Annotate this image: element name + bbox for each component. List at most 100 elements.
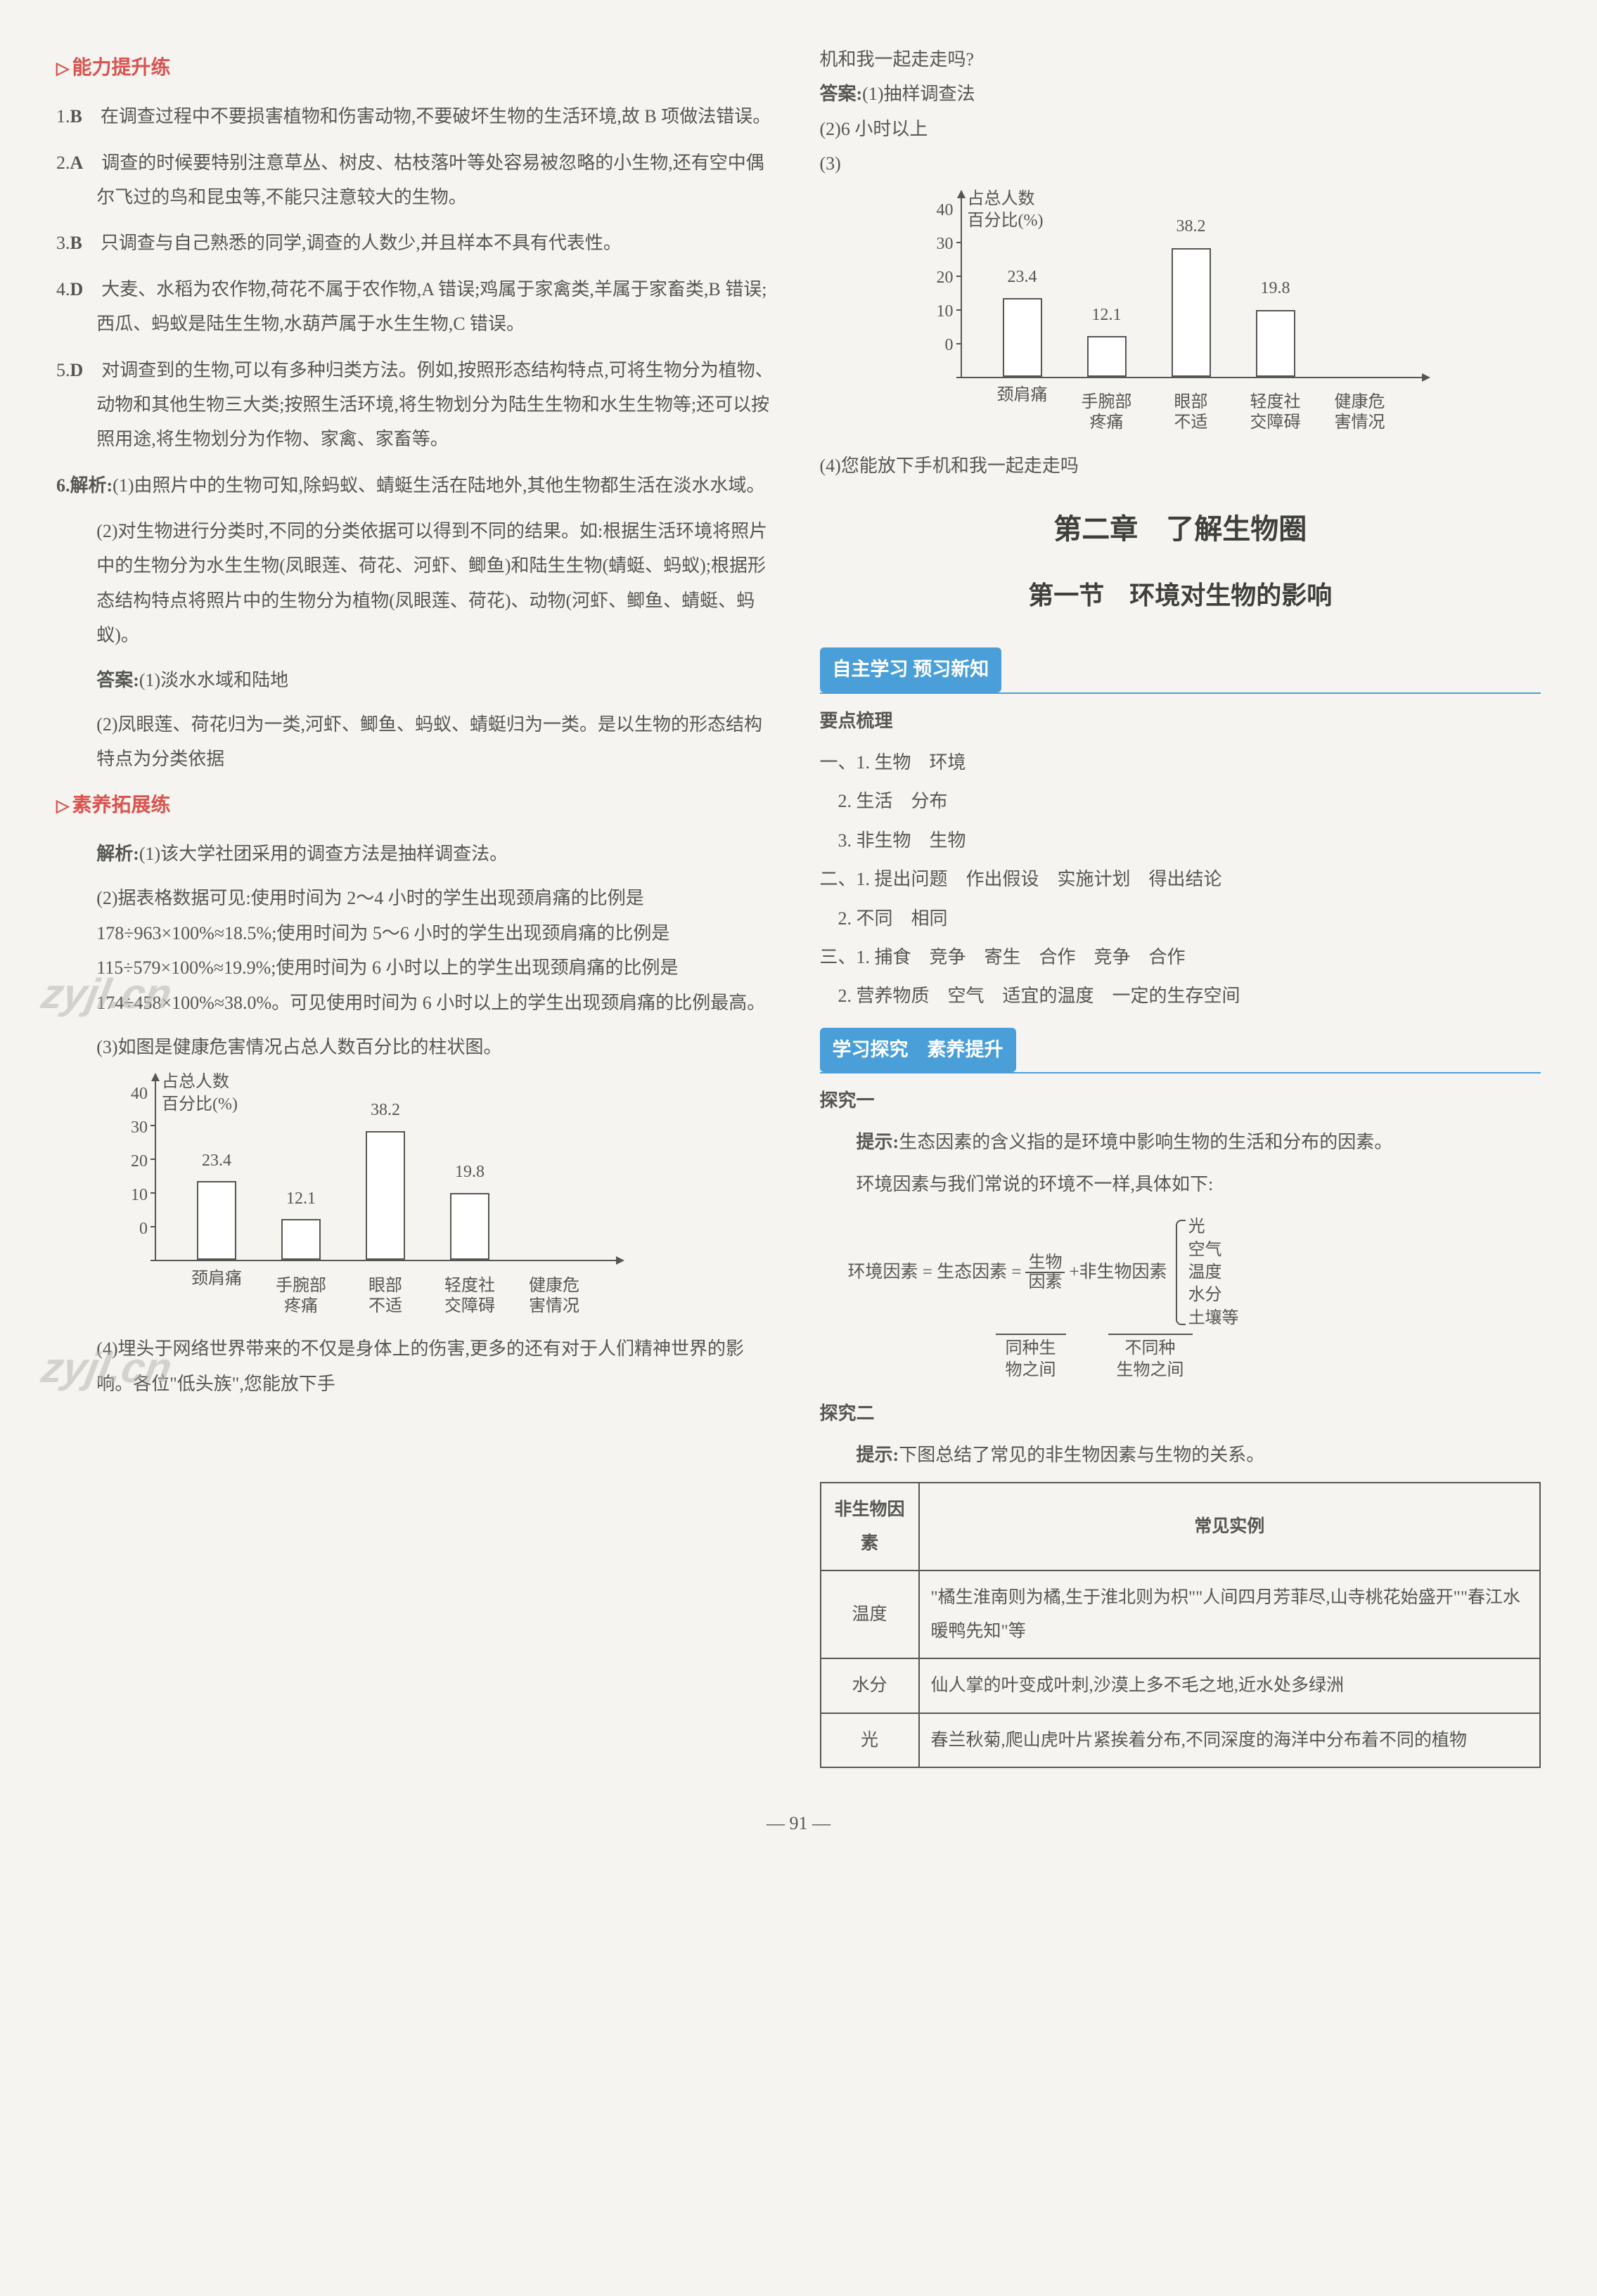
td-factor: 水分 bbox=[821, 1658, 919, 1713]
exp1-tip-text: 生态因素的含义指的是环境中影响生物的生活和分布的因素。 bbox=[899, 1132, 1392, 1152]
y-tick bbox=[956, 276, 962, 277]
item-text: 对调查到的生物,可以有多种归类方法。例如,按照形态结构特点,可将生物分为植物、动… bbox=[96, 360, 774, 450]
right-column: 机和我一起走走吗? 答案:(1)抽样调查法 (2)6 小时以上 (3) 占总人数… bbox=[820, 42, 1541, 1778]
y-label-10: 10 bbox=[113, 1180, 148, 1212]
item-2: 2.A 调查的时候要特别注意草丛、树皮、枯枝落叶等处容易被忽略的小生物,还有空中… bbox=[56, 146, 778, 215]
item-text: 只调查与自己熟悉的同学,调查的人数少,并且样本不具有代表性。 bbox=[101, 233, 622, 253]
bar-3 bbox=[1172, 248, 1211, 377]
lit-head: 解析: bbox=[96, 844, 139, 864]
y-label-0: 0 bbox=[113, 1213, 148, 1246]
ans1: (1)抽样调查法 bbox=[862, 84, 975, 104]
exp2-tip: 提示:下图总结了常见的非生物因素与生物的关系。 bbox=[820, 1438, 1541, 1472]
bar-1 bbox=[1003, 298, 1042, 377]
x-axis bbox=[155, 1260, 619, 1261]
page-root: 能力提升练 1.B 在调查过程中不要损害植物和伤害动物,不要破坏生物的生活环境,… bbox=[56, 42, 1541, 1778]
lit-4-text: (4)埋头于网络世界带来的不仅是身体上的伤害,更多的还有对于人们精神世界的影响。… bbox=[96, 1339, 744, 1393]
item-num: 3. bbox=[56, 233, 70, 253]
formula-plus: +非生物因素 bbox=[1069, 1258, 1167, 1286]
y-label-30: 30 bbox=[113, 1112, 148, 1144]
th-factor: 非生物因素 bbox=[821, 1483, 919, 1571]
ol3-2: 2. 营养物质 空气 适宜的温度 一定的生存空间 bbox=[820, 979, 1541, 1013]
item6-ans2: (2)凤眼莲、荷花归为一类,河虾、鲫鱼、蚂蚁、蜻蜓归为一类。是以生物的形态结构特… bbox=[56, 707, 778, 777]
y-tick bbox=[150, 1226, 156, 1227]
bar-value-2: 12.1 bbox=[286, 1183, 316, 1215]
item-text: 大麦、水稻为农作物,荷花不属于农作物,A 错误;鸡属于家禽类,羊属于家畜类,B … bbox=[96, 279, 767, 334]
item-num: 1. bbox=[56, 106, 70, 127]
bar-4 bbox=[450, 1193, 489, 1260]
table-row: 水分 仙人掌的叶变成叶刺,沙漠上多不毛之地,近水处多绿洲 bbox=[821, 1658, 1541, 1713]
item-text: 调查的时候要特别注意草丛、树皮、枯枝落叶等处容易被忽略的小生物,还有空中偶尔飞过… bbox=[96, 153, 764, 207]
item-3: 3.B 只调查与自己熟悉的同学,调查的人数少,并且样本不具有代表性。 bbox=[56, 226, 778, 260]
left-column: 能力提升练 1.B 在调查过程中不要损害植物和伤害动物,不要破坏生物的生活环境,… bbox=[56, 42, 778, 1778]
bar-label-5: 健康危害情况 bbox=[529, 1276, 579, 1317]
answer-label: 答案: bbox=[820, 84, 863, 104]
formula-lhs: 环境因素 = 生态因素 = bbox=[848, 1258, 1022, 1286]
item-letter: B bbox=[70, 233, 82, 253]
y-tick bbox=[956, 377, 962, 378]
chart-left: 占总人数百分比(%) 0 10 20 30 40 23.4 颈肩痛 12.1 手… bbox=[113, 1078, 778, 1289]
td-example: 仙人掌的叶变成叶刺,沙漠上多不毛之地,近水处多绿洲 bbox=[919, 1658, 1541, 1713]
lit-2-text: (2)据表格数据可见:使用时间为 2～4 小时的学生出现颈肩痛的比例是 178÷… bbox=[96, 888, 765, 1012]
y-label-40: 40 bbox=[113, 1078, 148, 1111]
y-label-40: 40 bbox=[918, 195, 954, 227]
item-1: 1.B 在调查过程中不要损害植物和伤害动物,不要破坏生物的生活环境,故 B 项做… bbox=[56, 99, 778, 134]
chart-y-title: 占总人数百分比(%) bbox=[968, 188, 1044, 232]
item-text: 在调查过程中不要损害植物和伤害动物,不要破坏生物的生活环境,故 B 项做法错误。 bbox=[101, 106, 771, 127]
ol2-2: 2. 不同 相同 bbox=[820, 901, 1541, 936]
bar-label-4: 轻度社交障碍 bbox=[444, 1276, 495, 1317]
ol2: 二、1. 提出问题 作出假设 实施计划 得出结论 bbox=[820, 862, 1541, 896]
item-5: 5.D 对调查到的生物,可以有多种归类方法。例如,按照形态结构特点,可将生物分为… bbox=[56, 353, 778, 457]
answer-line: 答案:(1)抽样调查法 bbox=[820, 77, 1541, 111]
bar-2 bbox=[1087, 336, 1127, 377]
bar-value-3: 38.2 bbox=[371, 1095, 400, 1127]
pill-header-1: 自主学习 预习新知 bbox=[820, 647, 1002, 692]
exp2-head: 探究二 bbox=[820, 1396, 1541, 1431]
y-arrow-icon bbox=[957, 190, 966, 198]
cont-line: 机和我一起走走吗? bbox=[820, 42, 1541, 77]
factors-table: 非生物因素 常见实例 温度 "橘生淮南则为橘,生于淮北则为枳""人间四月芳菲尽,… bbox=[820, 1482, 1541, 1768]
y-tick bbox=[956, 309, 962, 311]
y-tick bbox=[150, 1192, 156, 1194]
formula-under-labels: 同种生物之间 不同种生物之间 bbox=[996, 1334, 1541, 1381]
bar-value-1: 23.4 bbox=[1008, 262, 1037, 294]
bar-value-2: 12.1 bbox=[1092, 299, 1122, 332]
item-letter: D bbox=[70, 279, 84, 299]
item6-answers: 答案:(1)淡水水域和陆地 bbox=[56, 663, 778, 697]
bar-value-4: 19.8 bbox=[1261, 273, 1290, 305]
subheading-points: 要点梳理 bbox=[820, 704, 1541, 738]
ol3: 三、1. 捕食 竞争 寄生 合作 竞争 合作 bbox=[820, 940, 1541, 974]
answer-label: 答案: bbox=[96, 670, 139, 690]
y-tick bbox=[150, 1159, 156, 1160]
exp1-line2: 环境因素与我们常说的环境不一样,具体如下: bbox=[820, 1167, 1541, 1201]
bar-value-4: 19.8 bbox=[455, 1156, 485, 1189]
bar-label-3: 眼部不适 bbox=[368, 1276, 402, 1317]
abiotic-item: 水分 bbox=[1188, 1284, 1239, 1306]
abiotic-item: 温度 bbox=[1188, 1261, 1239, 1284]
pill-header-2: 学习探究 素养提升 bbox=[820, 1028, 1016, 1072]
bar-value-3: 38.2 bbox=[1176, 211, 1206, 243]
td-factor: 温度 bbox=[821, 1571, 919, 1658]
y-tick bbox=[956, 242, 962, 243]
ol1: 一、1. 生物 环境 bbox=[820, 745, 1541, 780]
bar-label-1: 颈肩痛 bbox=[191, 1263, 242, 1296]
x-arrow-icon bbox=[1422, 373, 1430, 382]
td-factor: 光 bbox=[821, 1713, 919, 1768]
ans2: (2)6 小时以上 bbox=[820, 112, 1541, 146]
formula-bio-frac: 生物 因素 bbox=[1025, 1253, 1065, 1292]
lit-1: (1)该大学社团采用的调查方法是抽样调查法。 bbox=[139, 844, 508, 864]
item-num: 5. bbox=[56, 360, 70, 380]
y-label-30: 30 bbox=[918, 228, 954, 261]
table-row: 光 春兰秋菊,爬山虎叶片紧挨着分布,不同深度的海洋中分布着不同的植物 bbox=[821, 1713, 1541, 1768]
y-label-0: 0 bbox=[918, 330, 954, 362]
item-letter: A bbox=[70, 153, 84, 173]
ol1-3: 3. 非生物 生物 bbox=[820, 823, 1541, 858]
bar-1 bbox=[197, 1181, 236, 1260]
y-arrow-icon bbox=[151, 1073, 160, 1081]
under-label-2: 不同种生物之间 bbox=[1108, 1334, 1193, 1381]
td-example: "橘生淮南则为橘,生于淮北则为枳""人间四月芳菲尽,山寺桃花始盛开""春江水暖鸭… bbox=[919, 1571, 1541, 1658]
heading-ability: 能力提升练 bbox=[56, 49, 778, 86]
heading-literacy: 素养拓展练 bbox=[56, 787, 778, 824]
y-tick bbox=[150, 1260, 156, 1261]
bar-2 bbox=[281, 1219, 321, 1260]
y-label-20: 20 bbox=[113, 1146, 148, 1178]
